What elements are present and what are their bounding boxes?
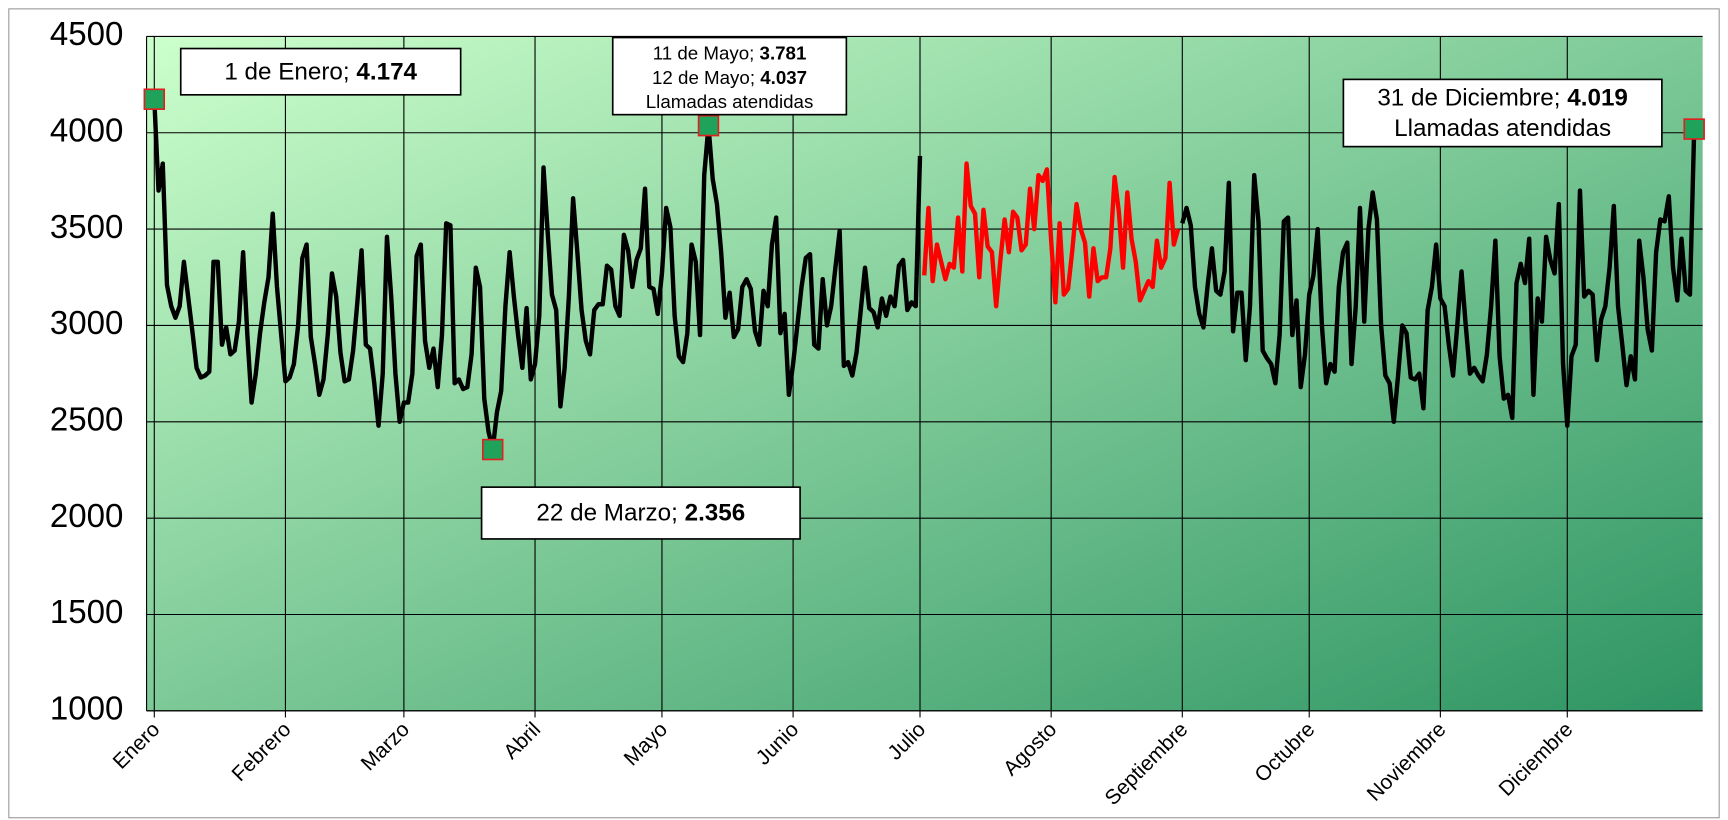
annotation-label: 12 de Mayo; [652, 67, 760, 88]
grid [146, 35, 1703, 718]
annotation-text: 1 de Enero; 4.174 [224, 58, 417, 85]
point-marker [481, 438, 504, 461]
annotation-label: Llamadas atendidas [1394, 115, 1611, 142]
annotation-text: 22 de Marzo; 2.356 [536, 500, 745, 527]
series-line [152, 99, 1697, 452]
y-tick-label: 3500 [50, 209, 124, 246]
annotation-label: 1 de Enero; [224, 58, 356, 85]
point-marker [1683, 118, 1705, 140]
annotation-text: 11 de Mayo; 3.781 [653, 43, 807, 64]
series-line [922, 161, 1181, 309]
annotation-label: Llamadas atendidas [646, 91, 814, 112]
annotation-box [611, 36, 848, 116]
annotation-text: 12 de Mayo; 4.037 [652, 67, 807, 88]
annotation-value: 3.781 [760, 43, 807, 64]
y-tick-label: 4000 [50, 112, 124, 149]
annotation-label: 22 de Marzo; [536, 500, 684, 527]
annotation-label: 31 de Diciembre; [1377, 84, 1567, 111]
annotation-text: Llamadas atendidas [646, 91, 814, 112]
point-marker [697, 114, 720, 137]
markers [143, 88, 1705, 461]
annotation-value: 2.356 [685, 500, 746, 527]
annotation-text: 31 de Diciembre; 4.019 [1377, 84, 1628, 111]
annotation-text: Llamadas atendidas [1394, 115, 1611, 142]
annotation-box [179, 47, 462, 96]
annotation-box [1342, 78, 1663, 148]
y-tick-label: 2500 [50, 402, 124, 439]
lines [152, 99, 1697, 452]
annotation-value: 4.037 [760, 67, 807, 88]
annotation-box [480, 486, 801, 540]
point-marker [143, 88, 166, 110]
plot-area [146, 36, 1703, 711]
annotation-label: 11 de Mayo; [653, 43, 760, 64]
y-tick-label: 1500 [50, 594, 124, 631]
y-tick-label: 2000 [50, 498, 124, 535]
y-tick-label: 3000 [50, 305, 124, 342]
y-tick-label: 1000 [50, 691, 124, 728]
y-tick-label: 4500 [50, 16, 124, 53]
annotation-value: 4.174 [356, 58, 417, 85]
annotation-value: 4.019 [1567, 84, 1628, 111]
